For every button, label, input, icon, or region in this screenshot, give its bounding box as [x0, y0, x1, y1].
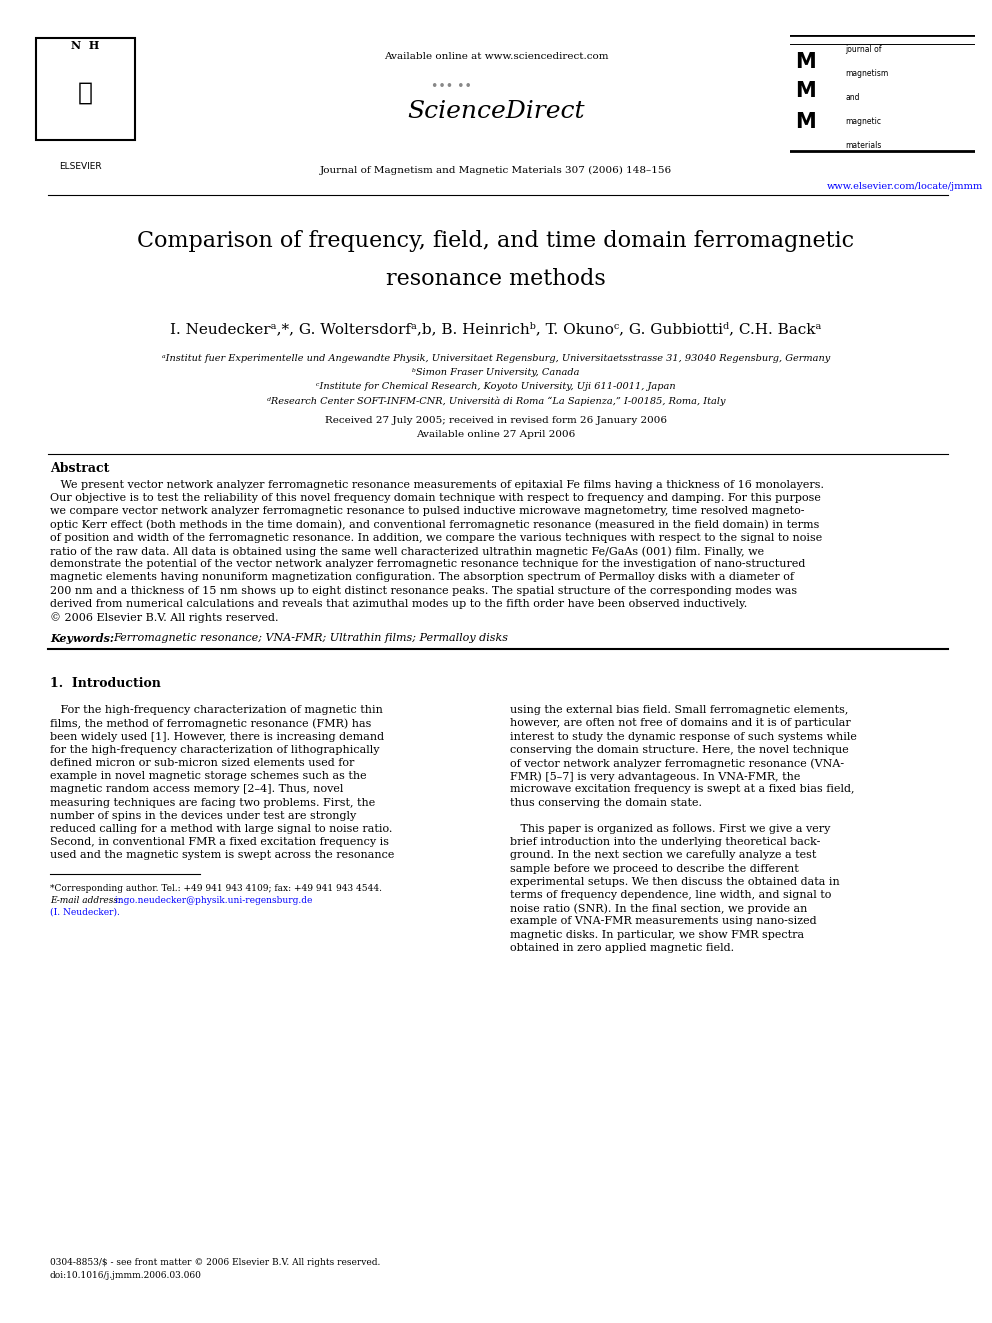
Text: This paper is organized as follows. First we give a very: This paper is organized as follows. Firs… — [510, 824, 830, 833]
Text: ᵈResearch Center SOFT-INFM-CNR, Università di Roma “La Sapienza,” I-00185, Roma,: ᵈResearch Center SOFT-INFM-CNR, Universi… — [267, 396, 725, 406]
Text: materials: materials — [845, 140, 882, 149]
Text: © 2006 Elsevier B.V. All rights reserved.: © 2006 Elsevier B.V. All rights reserved… — [50, 613, 279, 623]
Text: microwave excitation frequency is swept at a fixed bias field,: microwave excitation frequency is swept … — [510, 785, 854, 794]
Text: noise ratio (SNR). In the final section, we provide an: noise ratio (SNR). In the final section,… — [510, 904, 807, 914]
Text: We present vector network analyzer ferromagnetic resonance measurements of epita: We present vector network analyzer ferro… — [50, 480, 824, 490]
Bar — [36, 37, 135, 140]
Text: resonance methods: resonance methods — [386, 269, 606, 290]
Text: Received 27 July 2005; received in revised form 26 January 2006: Received 27 July 2005; received in revis… — [325, 415, 667, 425]
Text: brief introduction into the underlying theoretical back-: brief introduction into the underlying t… — [510, 837, 820, 847]
Text: Our objective is to test the reliability of this novel frequency domain techniqu: Our objective is to test the reliability… — [50, 493, 820, 503]
Text: ELSEVIER: ELSEVIER — [59, 161, 101, 171]
Text: magnetic random access memory [2–4]. Thus, novel: magnetic random access memory [2–4]. Thu… — [50, 785, 343, 794]
Text: of position and width of the ferromagnetic resonance. In addition, we compare th: of position and width of the ferromagnet… — [50, 533, 822, 542]
Text: however, are often not free of domains and it is of particular: however, are often not free of domains a… — [510, 718, 851, 729]
Text: Journal of Magnetism and Magnetic Materials 307 (2006) 148–156: Journal of Magnetism and Magnetic Materi… — [320, 165, 672, 175]
Text: used and the magnetic system is swept across the resonance: used and the magnetic system is swept ac… — [50, 851, 395, 860]
Text: N  H: N H — [70, 40, 99, 52]
Text: Available online 27 April 2006: Available online 27 April 2006 — [417, 430, 575, 439]
Text: measuring techniques are facing two problems. First, the: measuring techniques are facing two prob… — [50, 798, 375, 807]
Text: M: M — [796, 81, 816, 102]
Text: Ferromagnetic resonance; VNA-FMR; Ultrathin films; Permalloy disks: Ferromagnetic resonance; VNA-FMR; Ultrat… — [113, 634, 508, 643]
Text: using the external bias field. Small ferromagnetic elements,: using the external bias field. Small fer… — [510, 705, 848, 716]
Text: (I. Neudecker).: (I. Neudecker). — [50, 908, 120, 917]
Text: we compare vector network analyzer ferromagnetic resonance to pulsed inductive m: we compare vector network analyzer ferro… — [50, 507, 805, 516]
Text: Abstract: Abstract — [50, 462, 109, 475]
Text: demonstrate the potential of the vector network analyzer ferromagnetic resonance: demonstrate the potential of the vector … — [50, 560, 806, 569]
Text: doi:10.1016/j.jmmm.2006.03.060: doi:10.1016/j.jmmm.2006.03.060 — [50, 1271, 202, 1279]
Text: reduced calling for a method with large signal to noise ratio.: reduced calling for a method with large … — [50, 824, 393, 833]
Text: example of VNA-FMR measurements using nano-sized: example of VNA-FMR measurements using na… — [510, 917, 816, 926]
Text: thus conserving the domain state.: thus conserving the domain state. — [510, 798, 702, 807]
Text: sample before we proceed to describe the different: sample before we proceed to describe the… — [510, 864, 799, 873]
Text: www.elsevier.com/locate/jmmm: www.elsevier.com/locate/jmmm — [827, 183, 983, 191]
Text: Comparison of frequency, field, and time domain ferromagnetic: Comparison of frequency, field, and time… — [138, 230, 854, 251]
Text: interest to study the dynamic response of such systems while: interest to study the dynamic response o… — [510, 732, 857, 742]
Text: For the high-frequency characterization of magnetic thin: For the high-frequency characterization … — [50, 705, 383, 716]
Text: derived from numerical calculations and reveals that azimuthal modes up to the f: derived from numerical calculations and … — [50, 599, 747, 609]
Text: ratio of the raw data. All data is obtained using the same well characterized ul: ratio of the raw data. All data is obtai… — [50, 546, 764, 557]
Text: ᵇSimon Fraser University, Canada: ᵇSimon Fraser University, Canada — [413, 368, 579, 377]
Text: ScienceDirect: ScienceDirect — [408, 101, 584, 123]
Text: M: M — [796, 112, 816, 132]
Text: for the high-frequency characterization of lithographically: for the high-frequency characterization … — [50, 745, 380, 755]
Text: experimental setups. We then discuss the obtained data in: experimental setups. We then discuss the… — [510, 877, 840, 886]
Text: *Corresponding author. Tel.: +49 941 943 4109; fax: +49 941 943 4544.: *Corresponding author. Tel.: +49 941 943… — [50, 884, 382, 893]
Text: of vector network analyzer ferromagnetic resonance (VNA-: of vector network analyzer ferromagnetic… — [510, 758, 844, 769]
Text: I. Neudeckerᵃ,*, G. Woltersdorfᵃ,b, B. Heinrichᵇ, T. Okunoᶜ, G. Gubbiottiᵈ, C.H.: I. Neudeckerᵃ,*, G. Woltersdorfᵃ,b, B. H… — [171, 321, 821, 336]
Text: ingo.neudecker@physik.uni-regensburg.de: ingo.neudecker@physik.uni-regensburg.de — [112, 896, 312, 905]
Text: example in novel magnetic storage schemes such as the: example in novel magnetic storage scheme… — [50, 771, 367, 781]
Text: magnetism: magnetism — [845, 69, 889, 78]
Text: films, the method of ferromagnetic resonance (FMR) has: films, the method of ferromagnetic reson… — [50, 718, 371, 729]
Text: ••• ••: ••• •• — [431, 79, 472, 93]
Text: 0304-8853/$ - see front matter © 2006 Elsevier B.V. All rights reserved.: 0304-8853/$ - see front matter © 2006 El… — [50, 1258, 380, 1267]
Text: Second, in conventional FMR a fixed excitation frequency is: Second, in conventional FMR a fixed exci… — [50, 837, 389, 847]
Text: been widely used [1]. However, there is increasing demand: been widely used [1]. However, there is … — [50, 732, 384, 742]
Text: conserving the domain structure. Here, the novel technique: conserving the domain structure. Here, t… — [510, 745, 849, 755]
Text: number of spins in the devices under test are strongly: number of spins in the devices under tes… — [50, 811, 356, 820]
Text: Available online at www.sciencedirect.com: Available online at www.sciencedirect.co… — [384, 52, 608, 61]
Text: E-mail address:: E-mail address: — [50, 896, 121, 905]
Text: ground. In the next section we carefully analyze a test: ground. In the next section we carefully… — [510, 851, 816, 860]
Text: obtained in zero applied magnetic field.: obtained in zero applied magnetic field. — [510, 943, 734, 953]
Text: 🏛: 🏛 — [77, 81, 92, 105]
Text: defined micron or sub-micron sized elements used for: defined micron or sub-micron sized eleme… — [50, 758, 354, 767]
Text: 200 nm and a thickness of 15 nm shows up to eight distinct resonance peaks. The : 200 nm and a thickness of 15 nm shows up… — [50, 586, 798, 595]
Text: ᵃInstitut fuer Experimentelle und Angewandte Physik, Universitaet Regensburg, Un: ᵃInstitut fuer Experimentelle und Angewa… — [162, 355, 830, 363]
Text: and: and — [845, 93, 860, 102]
Text: magnetic disks. In particular, we show FMR spectra: magnetic disks. In particular, we show F… — [510, 930, 805, 939]
Text: FMR) [5–7] is very advantageous. In VNA-FMR, the: FMR) [5–7] is very advantageous. In VNA-… — [510, 771, 801, 782]
Text: ᶜInstitute for Chemical Research, Koyoto University, Uji 611-0011, Japan: ᶜInstitute for Chemical Research, Koyoto… — [316, 382, 676, 392]
Text: M: M — [796, 53, 816, 73]
Text: 1.  Introduction: 1. Introduction — [50, 677, 161, 691]
Text: terms of frequency dependence, line width, and signal to: terms of frequency dependence, line widt… — [510, 890, 831, 900]
Text: magnetic elements having nonuniform magnetization configuration. The absorption : magnetic elements having nonuniform magn… — [50, 573, 794, 582]
Text: magnetic: magnetic — [845, 116, 882, 126]
Text: journal of: journal of — [845, 45, 882, 54]
Text: Keywords:: Keywords: — [50, 634, 114, 644]
Text: optic Kerr effect (both methods in the time domain), and conventional ferromagne: optic Kerr effect (both methods in the t… — [50, 520, 819, 531]
